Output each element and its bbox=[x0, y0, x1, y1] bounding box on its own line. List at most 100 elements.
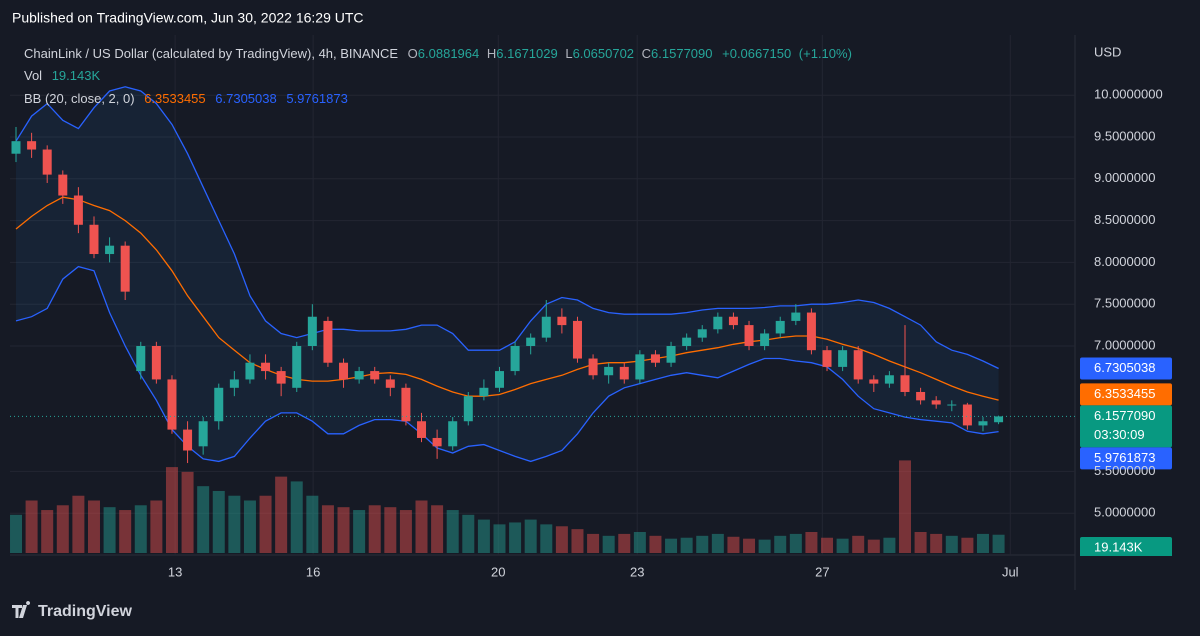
x-tick-label: 13 bbox=[168, 564, 182, 579]
volume-bar bbox=[446, 510, 459, 553]
y-tick-label: 10.0000000 bbox=[1094, 87, 1163, 102]
candle-body bbox=[666, 345, 676, 363]
x-tick-label: 20 bbox=[491, 564, 505, 579]
change: +0.0667150 bbox=[722, 46, 791, 61]
low-name: L bbox=[565, 46, 572, 61]
x-tick-label: 16 bbox=[306, 564, 320, 579]
volume-bar bbox=[743, 538, 756, 553]
candle-body bbox=[635, 354, 645, 380]
volume-bar bbox=[961, 537, 974, 553]
volume-bar bbox=[680, 537, 693, 553]
volume-bar bbox=[368, 505, 381, 553]
candle-body bbox=[151, 345, 161, 380]
y-tick-label: 7.0000000 bbox=[1094, 337, 1155, 352]
legend-main: ChainLink / US Dollar (calculated by Tra… bbox=[24, 46, 852, 61]
candle-body bbox=[261, 362, 271, 372]
candle-body bbox=[697, 329, 707, 338]
volume-bar bbox=[665, 538, 678, 553]
close-name: C bbox=[642, 46, 651, 61]
close-badge-label: 6.1577090 bbox=[1094, 408, 1155, 423]
volume-bar bbox=[821, 537, 834, 553]
high-name: H bbox=[487, 46, 496, 61]
candle-body bbox=[619, 366, 629, 380]
volume-bar bbox=[306, 495, 319, 553]
candle-body bbox=[713, 316, 723, 330]
volume-bar bbox=[353, 510, 366, 553]
candle-body bbox=[198, 421, 208, 447]
candle-body bbox=[292, 345, 302, 388]
volume-bar bbox=[540, 524, 553, 553]
candle-body bbox=[214, 387, 224, 422]
volume-bar bbox=[150, 500, 163, 553]
y-tick-label: 8.5000000 bbox=[1094, 212, 1155, 227]
volume-bar bbox=[212, 490, 225, 553]
candle-body bbox=[183, 429, 193, 451]
bb-name: BB (20, close, 2, 0) bbox=[24, 91, 135, 106]
candle-body bbox=[947, 404, 957, 406]
y-tick-label: 9.5000000 bbox=[1094, 128, 1155, 143]
y-tick-label: 5.5000000 bbox=[1094, 463, 1155, 478]
volume-bar bbox=[197, 486, 210, 553]
volume-bar bbox=[462, 514, 475, 553]
plot bbox=[10, 35, 1075, 555]
candle-body bbox=[978, 421, 988, 426]
volume-bar bbox=[867, 539, 880, 553]
brand-logo: TradingView bbox=[12, 601, 133, 620]
volume-bar bbox=[758, 539, 771, 553]
close-value: 6.1577090 bbox=[651, 46, 712, 61]
volume-bar bbox=[384, 507, 397, 553]
y-tick-label: 7.5000000 bbox=[1094, 296, 1155, 311]
volume-bar bbox=[836, 538, 849, 553]
candle-body bbox=[557, 316, 567, 326]
candle-body bbox=[682, 337, 692, 346]
bb-lower-line bbox=[15, 265, 999, 463]
candle-body bbox=[962, 404, 972, 426]
volume-bar bbox=[789, 533, 802, 553]
bb-lower-value: 5.9761873 bbox=[286, 91, 347, 106]
volume-bar bbox=[321, 505, 334, 553]
candle-body bbox=[11, 141, 21, 154]
candle-body bbox=[401, 387, 411, 422]
volume-bar bbox=[587, 533, 600, 553]
candle-body bbox=[510, 345, 520, 372]
candle-body bbox=[120, 245, 130, 292]
candle-body bbox=[994, 416, 1004, 423]
volume-bar bbox=[649, 535, 662, 553]
volume-bar bbox=[399, 510, 412, 553]
volume-bar bbox=[602, 535, 615, 553]
candle-body bbox=[588, 358, 598, 376]
volume-bar bbox=[898, 460, 911, 553]
candle-body bbox=[822, 350, 832, 367]
x-tick-label: Jul bbox=[1002, 564, 1019, 579]
bb-upper-line bbox=[15, 86, 999, 370]
bb-basis-line bbox=[15, 196, 999, 401]
volume-bar bbox=[852, 535, 865, 553]
volume-bar bbox=[10, 514, 23, 553]
candle-body bbox=[775, 320, 785, 334]
candle-body bbox=[354, 371, 364, 380]
candle-body bbox=[42, 149, 52, 175]
candle-body bbox=[245, 362, 255, 380]
open-value: 6.0881964 bbox=[418, 46, 479, 61]
overlay: 6.7305038 6.3533455 6.1577090 03:30:09 5.976… bbox=[1080, 357, 1172, 556]
volume-value: 19.143K bbox=[52, 68, 101, 83]
volume-bar bbox=[87, 500, 100, 553]
volume-bar bbox=[774, 535, 787, 553]
candle-body bbox=[448, 421, 458, 447]
countdown: 03:30:09 bbox=[1094, 427, 1145, 442]
candle-body bbox=[89, 224, 99, 255]
y-tick-label: 9.0000000 bbox=[1094, 170, 1155, 185]
volume-bar bbox=[618, 533, 631, 553]
high-value: 6.1671029 bbox=[496, 46, 557, 61]
candle-body bbox=[58, 174, 68, 196]
change-pct: (+1.10%) bbox=[799, 46, 852, 61]
candle-body bbox=[385, 379, 395, 388]
volume-badge bbox=[1080, 537, 1172, 556]
volume-bar bbox=[181, 471, 194, 553]
lower-badge bbox=[1080, 447, 1172, 470]
volume-bar bbox=[633, 532, 646, 553]
volume-bar bbox=[290, 481, 303, 553]
candle-body bbox=[744, 325, 754, 346]
candle-body bbox=[339, 362, 349, 380]
